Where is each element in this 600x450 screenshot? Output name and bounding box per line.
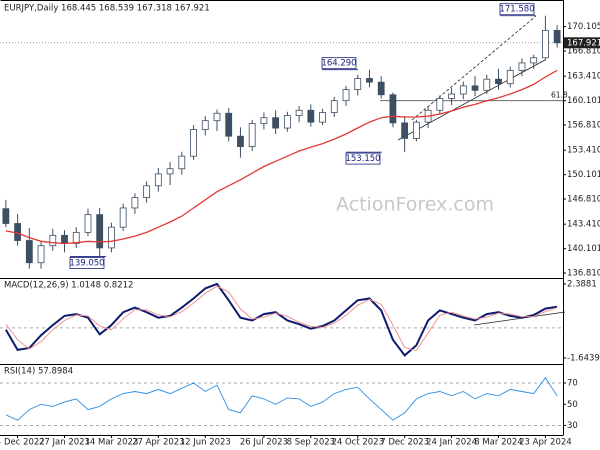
x-tick-label: 24 Jan 2024 — [426, 438, 477, 448]
y-tick-label: 166.810 — [567, 47, 600, 57]
candle-body — [354, 78, 362, 90]
header: EURJPY,Daily 168.445 168.539 167.318 167… — [4, 4, 210, 14]
candle-body — [166, 168, 174, 175]
x-tick-label: 23 Apr 2024 — [519, 438, 572, 448]
y-tick-label: 153.410 — [567, 146, 600, 156]
candle-body — [190, 129, 197, 157]
candle-body — [495, 78, 502, 85]
candle-body — [319, 112, 326, 123]
annotation-label: 164.290 — [321, 59, 356, 69]
candle-body — [471, 85, 479, 91]
y-tick-label: 160.101 — [567, 96, 600, 106]
candle-body — [131, 197, 139, 209]
candle-body — [154, 173, 162, 187]
candle-body — [49, 234, 57, 247]
candle-body — [143, 185, 151, 199]
trend-line — [397, 59, 546, 141]
candle-body — [412, 121, 420, 139]
candle-body — [225, 112, 233, 137]
x-tick-label: 14 Dec 2022 — [0, 438, 45, 448]
candle-body — [307, 109, 315, 123]
candle-body — [377, 81, 385, 96]
x-tick-label: 7 Dec 2023 — [380, 438, 429, 448]
candle-body — [2, 208, 10, 224]
x-tick-label: 24 Oct 2023 — [331, 438, 384, 448]
line-series — [5, 282, 558, 357]
y-tick-label: 136.810 — [567, 269, 600, 279]
annotation-label: 153.150 — [345, 154, 380, 164]
candle-body — [553, 29, 561, 44]
candle-body — [506, 69, 514, 85]
annotation-box — [499, 3, 535, 16]
candle-body — [119, 207, 127, 228]
last-price-box — [564, 37, 600, 49]
candle-body — [342, 89, 350, 102]
candle-body — [436, 98, 444, 111]
trend-line — [473, 311, 566, 326]
candle-body — [201, 120, 209, 130]
candle-body — [84, 214, 92, 233]
y-tick-label: -1.6439 — [567, 353, 600, 363]
candle-body — [14, 223, 21, 241]
x-tick-label: 27 Jan 2023 — [39, 438, 90, 448]
x-tick-label: 8 Mar 2024 — [474, 438, 522, 448]
candle-body — [213, 112, 221, 122]
candle-body — [178, 155, 186, 170]
x-tick-label: 26 Jul 2023 — [240, 438, 288, 448]
line-series — [5, 376, 558, 421]
y-tick-label: 150.101 — [567, 170, 600, 180]
y-tick-label: 140.101 — [567, 244, 600, 254]
annotation-box — [345, 152, 381, 165]
line-series — [5, 285, 558, 351]
candle-body — [61, 234, 68, 244]
candle-body — [72, 231, 80, 244]
candle-body — [459, 85, 467, 95]
annotation-label: 139.050 — [69, 258, 104, 268]
candle-body — [542, 29, 549, 59]
y-tick-label: 156.810 — [567, 121, 600, 131]
candle-body — [530, 57, 538, 64]
candle-body — [483, 78, 491, 91]
last-price-label: 167.921 — [567, 38, 600, 48]
annotation-label: 171.580 — [499, 5, 534, 15]
x-tick-label: 14 Mar 2023 — [84, 438, 138, 448]
y-tick-label: 2.3881 — [567, 279, 597, 289]
candle-body — [272, 117, 280, 129]
candle-body — [366, 78, 373, 83]
x-tick-label: 12 Jun 2023 — [180, 438, 231, 448]
y-tick-label: 50 — [567, 400, 578, 410]
candle-body — [283, 115, 291, 129]
fib-label: 61.8 — [551, 91, 568, 100]
candle-body — [389, 94, 397, 124]
annotation-box — [321, 57, 357, 70]
watermark: ActionForex.com — [336, 194, 494, 216]
y-tick-label: 143.410 — [567, 220, 600, 230]
line-series — [5, 69, 558, 245]
candle-body — [108, 226, 115, 249]
y-tick-label: 30 — [567, 421, 578, 431]
y-tick-label: 146.810 — [567, 195, 600, 205]
header: MACD(12,26,9) 1.0148 0.8212 — [4, 281, 133, 291]
candle-body — [25, 240, 33, 264]
candle-body — [96, 214, 104, 249]
candle-body — [401, 122, 409, 139]
candle-body — [295, 109, 303, 116]
y-tick-label: 70 — [567, 379, 578, 389]
header: RSI(14) 57.8984 — [4, 367, 73, 377]
candle-body — [260, 117, 268, 125]
trend-line — [411, 15, 537, 121]
candle-body — [448, 93, 455, 99]
candle-body — [518, 62, 526, 71]
candle-body — [330, 100, 338, 113]
candle-body — [248, 123, 256, 147]
x-tick-label: 27 Apr 2023 — [132, 438, 185, 448]
candle-body — [237, 135, 244, 147]
x-tick-label: 8 Sep 2023 — [287, 438, 335, 448]
candle-body — [37, 245, 45, 264]
annotation-box — [69, 257, 105, 269]
y-tick-label: 163.410 — [567, 72, 600, 82]
y-tick-label: 170.105 — [567, 22, 600, 32]
